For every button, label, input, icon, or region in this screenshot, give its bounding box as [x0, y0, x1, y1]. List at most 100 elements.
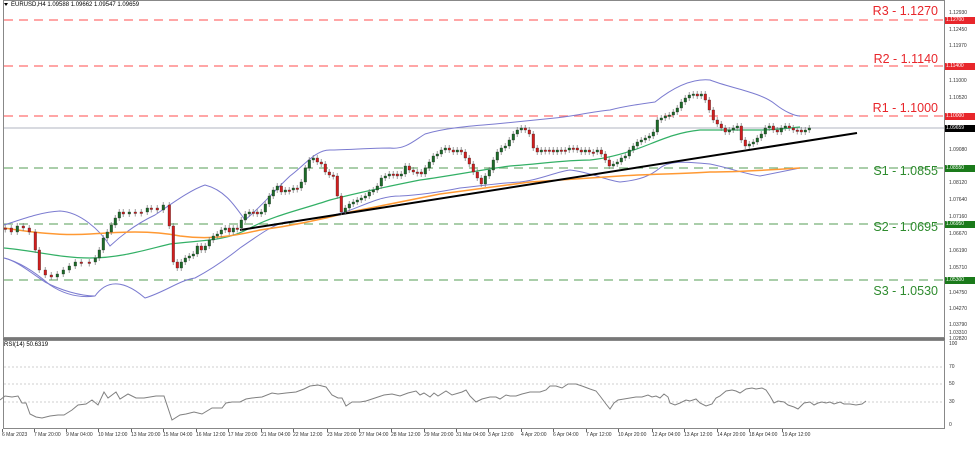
time-tick-label: 18 Apr 04:00 [749, 432, 778, 438]
bullish-candle [503, 145, 507, 149]
bullish-candle [67, 265, 71, 271]
time-tick-label: 21 Mar 04:00 [261, 432, 291, 438]
bullish-candle [583, 149, 587, 153]
bearish-candle [327, 171, 331, 176]
bullish-candle [183, 257, 187, 263]
bearish-candle [711, 109, 715, 121]
bearish-candle [715, 119, 719, 125]
bearish-candle [523, 127, 527, 131]
bullish-candle [211, 235, 215, 241]
bullish-candle [435, 153, 439, 157]
bullish-candle [243, 213, 247, 221]
bullish-candle [511, 133, 515, 141]
time-tick-label: 10 Apr 20:00 [618, 432, 647, 438]
bearish-candle [563, 149, 567, 152]
bollinger-lower-band [3, 257, 96, 297]
bearish-candle [543, 149, 547, 152]
time-tick-label: 4 Apr 20:00 [521, 432, 547, 438]
bullish-candle [191, 253, 195, 257]
bullish-candle [187, 255, 191, 259]
time-tick-mark [327, 429, 328, 432]
price-tick: 1.04270 [949, 306, 968, 312]
bullish-candle [507, 139, 511, 147]
rsi-tick: 70 [949, 364, 955, 370]
bearish-candle [771, 125, 775, 131]
price-tick: 1.07160 [949, 214, 968, 220]
time-tick-mark [391, 429, 392, 432]
bullish-candle [207, 239, 211, 247]
dropdown-triangle-icon[interactable] [4, 2, 8, 6]
time-tick-mark [34, 429, 35, 432]
s2-label: S2 - 1.0695 [873, 220, 938, 234]
price-tick: 1.06190 [949, 248, 968, 254]
time-tick-label: 31 Mar 04:00 [456, 432, 486, 438]
bullish-candle [215, 233, 219, 237]
time-tick-mark [553, 429, 554, 432]
bullish-candle [623, 155, 627, 159]
time-tick-mark [228, 429, 229, 432]
price-panel-border [3, 0, 945, 338]
bearish-candle [479, 177, 483, 185]
price-tick: 1.05710 [949, 265, 968, 271]
bullish-candle [61, 269, 65, 275]
bullish-candle [247, 211, 251, 215]
bullish-candle [735, 125, 739, 129]
bearish-candle [323, 163, 327, 173]
time-tick-label: 14 Apr 20:00 [717, 432, 746, 438]
bearish-candle [527, 129, 531, 135]
time-tick-mark [749, 429, 750, 432]
bullish-candle [179, 261, 183, 269]
bearish-candle [133, 211, 137, 214]
time-tick-label: 22 Mar 12:00 [293, 432, 323, 438]
bullish-candle [379, 177, 383, 187]
bearish-candle [551, 149, 555, 153]
time-tick-label: 6 Mar 2023 [2, 432, 28, 438]
bearish-candle [723, 127, 727, 133]
rsi-levels [4, 366, 944, 403]
r2-label: R2 - 1.1140 [873, 52, 938, 66]
bearish-candle [415, 171, 419, 174]
bearish-candle [607, 159, 611, 167]
bullish-candle [347, 203, 351, 209]
bullish-candle [763, 127, 767, 135]
bullish-candle [699, 93, 703, 97]
bullish-candle [751, 141, 755, 145]
bearish-candle [251, 211, 255, 214]
bullish-candle [403, 165, 407, 175]
bullish-candle [487, 169, 491, 177]
bearish-candle [331, 174, 335, 177]
time-tick-mark [586, 429, 587, 432]
current-price-tag: 1.09659 [945, 125, 975, 132]
rsi-line [0, 383, 867, 421]
bearish-candle [471, 163, 475, 173]
bearish-candle [149, 207, 153, 210]
time-tick-mark [293, 429, 294, 432]
bullish-candle [203, 245, 207, 251]
trendline [239, 132, 858, 231]
bearish-candle [575, 147, 579, 151]
time-tick-mark [456, 429, 457, 432]
time-tick-label: 13 Apr 12:00 [684, 432, 713, 438]
bullish-candle [299, 181, 303, 189]
bullish-candle [651, 131, 655, 137]
level-lines [4, 19, 944, 281]
bullish-candle [259, 211, 263, 215]
bearish-candle [49, 274, 53, 278]
bullish-candle [779, 127, 783, 133]
bearish-candle [335, 175, 339, 197]
bearish-candle [315, 157, 319, 163]
bearish-candle [743, 139, 747, 147]
price-tick: 1.04750 [949, 290, 968, 296]
time-tick-mark [261, 429, 262, 432]
time-tick-mark [2, 429, 3, 432]
r1-price-tag: 1.10000 [945, 113, 975, 120]
candlesticks [3, 91, 811, 280]
bullish-candle [443, 147, 447, 151]
bullish-candle [655, 119, 659, 133]
bearish-candle [87, 261, 91, 264]
bearish-candle [279, 185, 283, 193]
bullish-candle [631, 145, 635, 151]
bearish-candle [475, 171, 479, 179]
